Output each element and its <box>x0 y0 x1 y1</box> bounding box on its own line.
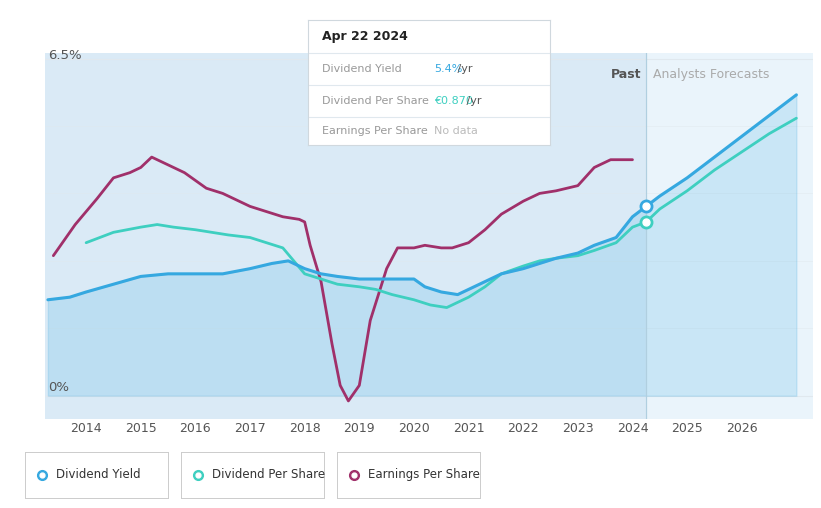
Text: 2014: 2014 <box>71 422 102 435</box>
Text: 2024: 2024 <box>617 422 649 435</box>
Bar <box>45 53 646 419</box>
Text: Dividend Per Share: Dividend Per Share <box>323 96 429 106</box>
Text: 0%: 0% <box>48 381 69 394</box>
Text: 2022: 2022 <box>507 422 539 435</box>
Text: Dividend Yield: Dividend Yield <box>323 64 402 74</box>
Text: 2016: 2016 <box>180 422 211 435</box>
Text: Earnings Per Share: Earnings Per Share <box>323 126 429 136</box>
Text: No data: No data <box>433 126 478 136</box>
Text: 2018: 2018 <box>289 422 320 435</box>
Text: Past: Past <box>612 68 642 81</box>
Text: Earnings Per Share: Earnings Per Share <box>369 468 480 482</box>
Text: Analysts Forecasts: Analysts Forecasts <box>653 68 769 81</box>
Text: Apr 22 2024: Apr 22 2024 <box>323 30 408 43</box>
Text: Dividend Per Share: Dividend Per Share <box>213 468 325 482</box>
Text: €0.870: €0.870 <box>433 96 473 106</box>
Text: 2020: 2020 <box>398 422 430 435</box>
Text: 5.4%: 5.4% <box>433 64 462 74</box>
Text: 2015: 2015 <box>125 422 157 435</box>
Text: 2021: 2021 <box>452 422 484 435</box>
Text: 6.5%: 6.5% <box>48 49 81 62</box>
Bar <box>646 53 813 419</box>
Text: 2026: 2026 <box>726 422 758 435</box>
Text: 2025: 2025 <box>672 422 703 435</box>
Text: 2017: 2017 <box>234 422 266 435</box>
Text: 2023: 2023 <box>562 422 594 435</box>
Text: 2019: 2019 <box>343 422 375 435</box>
Text: /yr: /yr <box>463 96 481 106</box>
Text: /yr: /yr <box>454 64 473 74</box>
Text: Dividend Yield: Dividend Yield <box>56 468 141 482</box>
